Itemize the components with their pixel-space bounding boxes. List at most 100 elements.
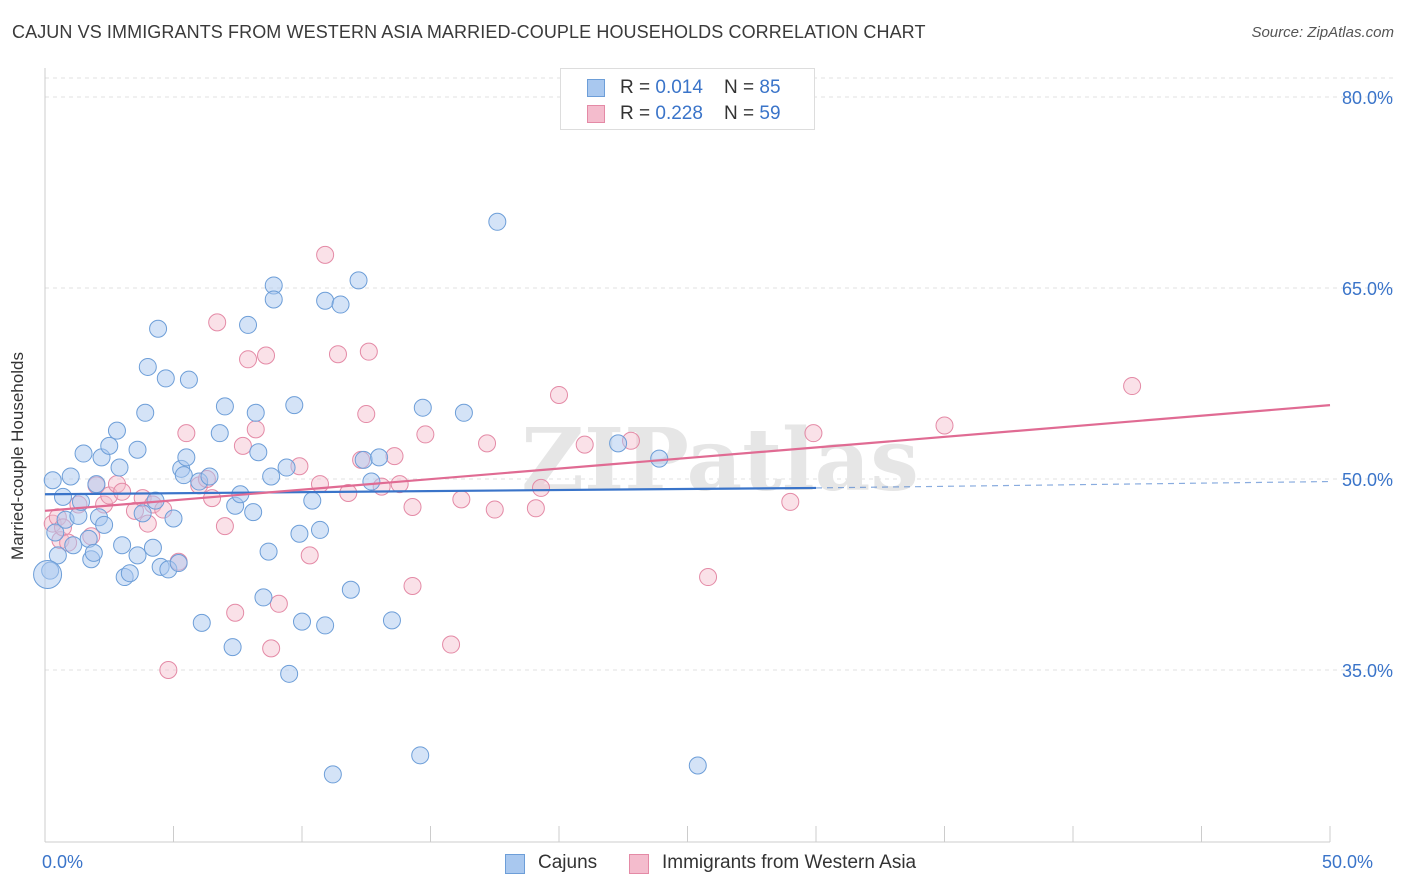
legend-label: Immigrants from Western Asia bbox=[662, 852, 917, 873]
data-point-cajuns bbox=[107, 421, 126, 440]
data-point-cajuns bbox=[87, 475, 106, 494]
y-tick-label: 80.0% bbox=[1342, 88, 1393, 108]
data-point-cajuns bbox=[246, 403, 265, 422]
data-point-cajuns bbox=[95, 515, 114, 534]
data-point-immigrants bbox=[526, 499, 545, 518]
data-point-cajuns bbox=[411, 746, 430, 765]
data-point-cajuns bbox=[264, 290, 283, 309]
data-point-cajuns bbox=[210, 424, 229, 443]
data-point-immigrants bbox=[257, 346, 276, 365]
n-label: N = bbox=[724, 77, 760, 98]
data-point-immigrants bbox=[310, 475, 329, 494]
data-point-cajuns bbox=[254, 588, 273, 607]
data-point-cajuns bbox=[113, 536, 132, 555]
y-tick-label: 50.0% bbox=[1342, 470, 1393, 490]
data-point-cajuns bbox=[285, 396, 304, 415]
n-value: 85 bbox=[759, 77, 781, 98]
data-point-cajuns bbox=[370, 448, 389, 467]
data-point-cajuns bbox=[84, 543, 103, 562]
data-point-cajuns bbox=[61, 467, 80, 486]
data-point-cajuns bbox=[688, 756, 707, 775]
data-point-cajuns bbox=[64, 536, 83, 555]
data-point-immigrants bbox=[262, 639, 281, 658]
y-tick-label: 35.0% bbox=[1342, 661, 1393, 681]
data-point-cajuns bbox=[223, 638, 242, 657]
data-point-cajuns bbox=[174, 466, 193, 485]
data-point-immigrants bbox=[416, 425, 435, 444]
y-tick-labels: 35.0% 50.0% 65.0% 80.0% bbox=[1342, 88, 1393, 681]
data-point-immigrants bbox=[403, 498, 422, 517]
x-tick-min: 0.0% bbox=[42, 852, 84, 872]
legend-label: Cajuns bbox=[538, 852, 598, 873]
data-point-immigrants bbox=[452, 490, 471, 509]
data-point-cajuns bbox=[100, 436, 119, 455]
data-point-immigrants bbox=[442, 635, 461, 654]
series-cajuns-points bbox=[33, 212, 707, 784]
trend-line-cajuns-extension bbox=[815, 480, 1331, 489]
data-point-cajuns bbox=[290, 524, 309, 543]
data-point-cajuns bbox=[179, 370, 198, 389]
data-point-cajuns bbox=[143, 538, 162, 557]
data-point-immigrants bbox=[246, 420, 265, 439]
n-label: N = bbox=[724, 103, 760, 124]
data-point-immigrants bbox=[478, 434, 497, 453]
data-point-immigrants bbox=[339, 484, 358, 503]
data-point-immigrants bbox=[575, 435, 594, 454]
data-point-cajuns bbox=[177, 448, 196, 467]
data-point-cajuns bbox=[156, 369, 175, 388]
data-point-immigrants bbox=[804, 424, 823, 443]
chart-title: CAJUN VS IMMIGRANTS FROM WESTERN ASIA MA… bbox=[12, 22, 926, 42]
data-point-immigrants bbox=[328, 345, 347, 364]
data-point-cajuns bbox=[53, 487, 72, 506]
data-point-cajuns bbox=[33, 560, 63, 589]
data-point-cajuns bbox=[259, 542, 278, 561]
trend-lines bbox=[44, 404, 1331, 512]
x-tick-max: 50.0% bbox=[1322, 852, 1374, 872]
data-point-immigrants bbox=[300, 546, 319, 565]
data-point-cajuns bbox=[244, 503, 263, 522]
data-point-cajuns bbox=[293, 612, 311, 631]
gridlines bbox=[45, 77, 1393, 671]
data-point-cajuns bbox=[488, 212, 507, 231]
data-point-immigrants bbox=[113, 482, 132, 501]
trend-line-immigrants bbox=[44, 404, 1331, 512]
data-point-immigrants bbox=[390, 475, 409, 494]
watermark: ZIPatlas bbox=[521, 410, 919, 511]
data-point-cajuns bbox=[128, 546, 147, 565]
data-point-cajuns bbox=[128, 440, 147, 459]
correlation-legend: R = 0.014 N = 85 R = 0.228 N = 59 bbox=[560, 68, 815, 130]
series-legend: Cajuns Immigrants from Western Asia bbox=[0, 852, 1406, 876]
data-point-immigrants bbox=[239, 350, 258, 369]
data-point-cajuns bbox=[323, 765, 342, 784]
data-point-cajuns bbox=[46, 523, 65, 542]
data-point-immigrants bbox=[215, 517, 234, 536]
data-point-immigrants bbox=[357, 405, 376, 424]
data-point-cajuns bbox=[303, 491, 322, 510]
data-point-cajuns bbox=[316, 616, 335, 635]
y-axis-label: Married-couple Households bbox=[8, 352, 27, 560]
data-point-cajuns bbox=[280, 664, 299, 683]
data-point-cajuns bbox=[192, 613, 211, 632]
data-point-immigrants bbox=[208, 313, 227, 332]
data-point-immigrants bbox=[226, 603, 245, 622]
data-point-cajuns bbox=[609, 434, 628, 453]
axes bbox=[44, 68, 1331, 843]
data-point-cajuns bbox=[413, 398, 432, 417]
y-tick-label: 65.0% bbox=[1342, 279, 1393, 299]
data-point-cajuns bbox=[382, 611, 401, 630]
data-point-cajuns bbox=[239, 315, 258, 334]
swatch-pink bbox=[587, 105, 605, 123]
data-point-cajuns bbox=[354, 450, 373, 469]
data-point-cajuns bbox=[200, 467, 219, 486]
data-point-immigrants bbox=[699, 568, 718, 587]
data-point-immigrants bbox=[403, 576, 422, 595]
data-point-immigrants bbox=[485, 500, 504, 519]
data-point-cajuns bbox=[43, 471, 62, 490]
data-point-cajuns bbox=[74, 444, 93, 463]
n-value: 59 bbox=[759, 103, 781, 124]
data-point-cajuns bbox=[454, 403, 473, 422]
data-point-cajuns bbox=[262, 467, 281, 486]
data-point-immigrants bbox=[532, 478, 551, 497]
data-point-immigrants bbox=[550, 385, 568, 404]
